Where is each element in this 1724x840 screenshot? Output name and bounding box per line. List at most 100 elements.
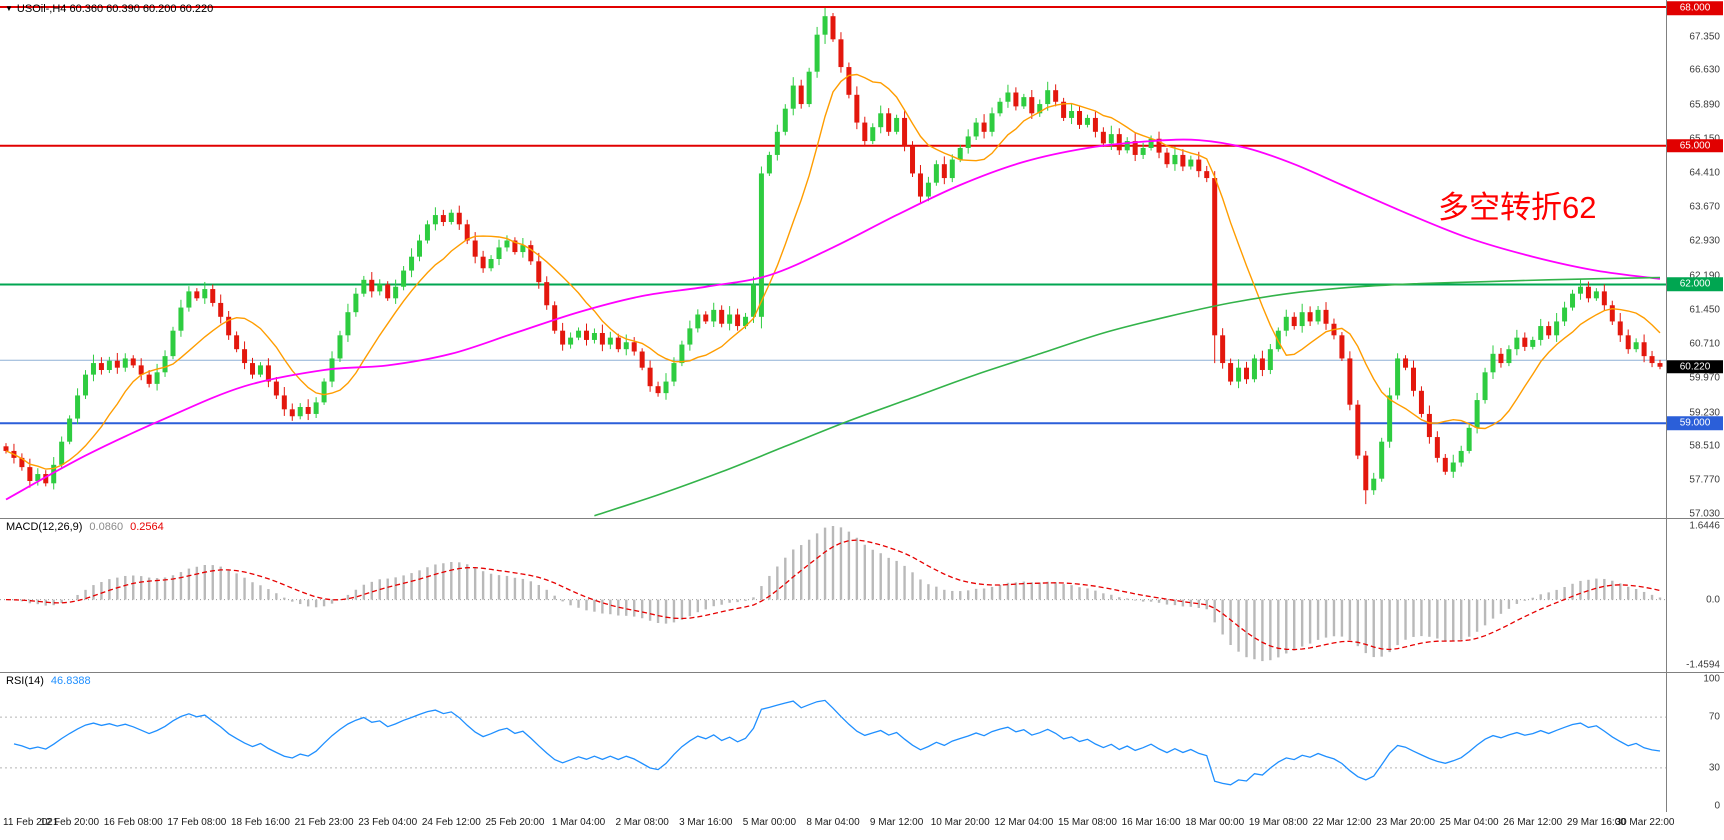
candle (202, 289, 208, 299)
candle (1005, 92, 1011, 102)
candle (957, 148, 963, 160)
candle (321, 381, 327, 403)
candle (520, 245, 526, 253)
rsi-value: 46.8388 (50, 675, 91, 687)
candle (1196, 159, 1202, 172)
time-axis-label: 11 Feb 2021 (3, 817, 59, 828)
candle (1283, 316, 1289, 331)
candle (886, 113, 892, 132)
candle (1021, 97, 1027, 107)
candle (1426, 413, 1432, 438)
candle (1347, 358, 1353, 405)
candle (1617, 321, 1623, 336)
time-axis-label: 25 Feb 20:00 (485, 817, 545, 828)
candle (337, 335, 343, 359)
axis-tick-label: 0.0 (1706, 594, 1720, 606)
candle (679, 344, 685, 364)
candle (1649, 356, 1655, 364)
candle (1466, 427, 1472, 451)
time-axis-label: 9 Mar 12:00 (869, 817, 924, 828)
axis-tick-label: 58.510 (1689, 440, 1720, 452)
candle (1204, 171, 1210, 179)
candle (695, 314, 701, 329)
candle (1371, 478, 1377, 491)
candle (528, 245, 534, 262)
candle (1116, 134, 1122, 151)
candle (1164, 152, 1170, 165)
candle (122, 358, 128, 368)
candle (774, 131, 780, 155)
candle (1148, 138, 1154, 148)
candle (265, 365, 271, 382)
time-axis-label: 17 Feb 08:00 (167, 817, 227, 828)
candle (480, 256, 486, 269)
candle (1339, 335, 1345, 359)
time-axis[interactable]: 11 Feb 2021 12 Feb 20:00 16 Feb 08:00 17 Fe… (0, 812, 1724, 840)
candle (623, 342, 629, 350)
candle (703, 314, 709, 322)
candle (1482, 372, 1488, 401)
candle (106, 360, 112, 370)
triangle-marker-icon: ▼ (5, 4, 13, 13)
candle (758, 173, 764, 317)
candle (838, 39, 844, 68)
candle (1037, 104, 1043, 114)
candle (1554, 321, 1560, 336)
candle (1212, 178, 1218, 336)
time-axis-label: 19 Mar 08:00 (1248, 817, 1308, 828)
candle (536, 261, 542, 283)
candle (1323, 309, 1329, 324)
price-axis[interactable]: 67.350 66.630 65.890 65.150 64.410 63.670 62.9… (1666, 0, 1724, 812)
candle (83, 374, 89, 396)
axis-tick-label: 30 (1708, 762, 1720, 774)
candle (1251, 358, 1257, 380)
axis-tick-label: 67.350 (1689, 31, 1720, 43)
symbol-ohlc-text: USOil-,H4 60.360 60.390 60.200 60.220 (16, 3, 214, 15)
candle (1124, 141, 1130, 151)
price-badge: 60.220 (1667, 360, 1723, 374)
candle (90, 363, 96, 375)
candle (1108, 134, 1114, 144)
candle (671, 363, 677, 382)
candle (385, 284, 391, 299)
candle (19, 457, 25, 468)
candle (162, 356, 168, 373)
candle (1657, 363, 1663, 367)
candle (130, 358, 136, 366)
candle (170, 330, 176, 357)
candle (464, 224, 470, 241)
candle (1053, 90, 1059, 102)
candle (870, 127, 876, 142)
candle (631, 342, 637, 352)
time-axis-label: 12 Feb 20:00 (40, 817, 100, 828)
candle (941, 164, 947, 179)
rsi-indicator-label: RSI(14) 46.8388 (6, 675, 91, 687)
candle (552, 305, 558, 331)
candle (186, 291, 192, 308)
candle (1577, 286, 1583, 294)
candle (377, 284, 383, 292)
candle (822, 16, 828, 35)
candle (43, 474, 49, 484)
candle (1410, 367, 1416, 391)
candle (1633, 342, 1639, 350)
candle (663, 381, 669, 394)
time-axis-label: 16 Feb 08:00 (103, 817, 163, 828)
macd-name: MACD(12,26,9) (6, 521, 83, 533)
candle (615, 337, 621, 350)
time-axis-label: 5 Mar 00:00 (742, 817, 797, 828)
candle (1069, 111, 1075, 118)
candle (1061, 101, 1067, 118)
candle (456, 212, 462, 225)
axis-tick-label: 70 (1708, 711, 1720, 723)
candle (409, 256, 415, 271)
axis-tick-label: 57.770 (1689, 474, 1720, 486)
candle (1442, 457, 1448, 472)
candle (917, 173, 923, 197)
candle (830, 16, 836, 40)
candle (345, 312, 351, 336)
candle (1172, 154, 1178, 165)
time-axis-label: 8 Mar 04:00 (806, 817, 860, 828)
